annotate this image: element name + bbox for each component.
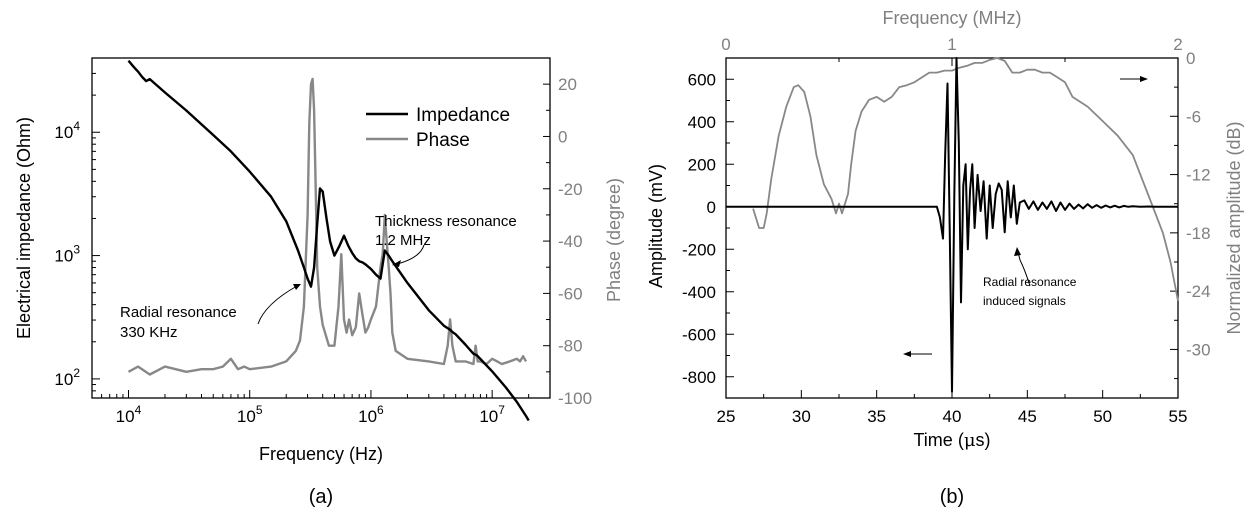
panel-a-legend: Impedance Phase [366,105,510,151]
annotation-thickness-arrowhead [392,260,401,267]
annotation-induced-arrow [1017,251,1031,287]
panel-b-top-axis-label: Frequency (MHz) [882,8,1021,28]
annotation-induced-line2: induced signals [983,294,1066,308]
y-left-tick-label: 102 [54,366,80,389]
y-left-tick-label: 103 [54,243,80,266]
annotation-radial-line2: 330 KHz [120,324,178,341]
annotation-radial-arrow [257,285,298,325]
panel-a-chart: 104 105 106 107 102 103 104 20 0 -20 -40 -60 -80 -1… [14,57,624,464]
panel-b-right-axis-label: Normalized amplitude (dB) [1224,121,1244,334]
y-right-tick-label: 0 [1186,49,1195,68]
y-right-tick-label: -60 [558,284,583,303]
annotation-induced-arrowhead [1014,247,1021,256]
x-tick-label: 105 [237,403,263,426]
annotation-thickness-line2: 1.2 MHz [375,232,431,249]
panel-b-left-axis-label: Amplitude (mV) [646,164,666,288]
annotation-radial-arrowhead [293,284,301,290]
x-top-tick-label: 0 [721,35,730,54]
y-right-tick-label: -18 [1186,224,1211,243]
y-left-tick-label: 200 [688,155,716,174]
panel-a-left-axis-label: Electrical impedance (Ohm) [14,117,34,339]
y-left-tick-label: -600 [682,325,716,344]
x-tick-label: 25 [717,407,736,426]
series-impedance-line [127,59,530,422]
y-right-tick-label: -24 [1186,282,1211,301]
panel-a-x-axis-label: Frequency (Hz) [259,444,383,464]
x-tick-label: 40 [943,407,962,426]
panel-a-plot-frame [91,57,551,399]
x-tick-label: 50 [1093,407,1112,426]
y-left-tick-label: -800 [682,368,716,387]
y-left-tick-label: 600 [688,70,716,89]
annotation-induced-line1: Radial resonance [983,275,1077,289]
x-top-tick-label: 1 [947,35,956,54]
legend-impedance-label: Impedance [416,105,510,126]
y-right-tick-label: -40 [558,232,583,251]
y-left-tick-label: -400 [682,283,716,302]
y-left-tick-label: 400 [688,113,716,132]
x-tick-label: 106 [358,403,384,426]
caption-b: (b) [940,486,964,508]
y-right-tick-label: -6 [1186,107,1201,126]
annotation-thickness-arrow [396,244,425,265]
series-amplitude-line [726,57,1178,393]
y-right-tick-label: -80 [558,337,583,356]
annotation-thickness-line1: Thickness resonance [375,213,517,230]
y-right-tick-label: -100 [558,389,592,408]
y-left-tick-label: 0 [707,198,716,217]
caption-a: (a) [309,486,333,508]
y-right-tick-label: -20 [558,180,583,199]
annotation-radial-induced: Radial resonance induced signals [983,247,1077,308]
x-tick-label: 35 [867,407,886,426]
x-tick-label: 45 [1018,407,1037,426]
x-top-tick-label: 2 [1173,35,1182,54]
right-axis-indicator-arrow [1120,76,1148,82]
x-tick-label: 104 [116,403,142,426]
y-right-tick-label: 0 [558,127,567,146]
panel-a-right-axis-label: Phase (degree) [604,178,624,302]
annotation-radial-resonance: Radial resonance 330 KHz [120,284,301,341]
y-right-tick-label: -12 [1186,166,1211,185]
x-tick-label: 30 [792,407,811,426]
panel-b-x-axis-label: Time (μs) [913,430,990,451]
x-tick-label: 55 [1169,407,1188,426]
x-tick-label: 107 [479,403,505,426]
left-axis-indicator-arrow [903,351,932,357]
y-left-tick-label: 104 [54,119,80,142]
y-right-tick-label: -30 [1186,340,1211,359]
legend-phase-label: Phase [416,130,470,151]
annotation-radial-line1: Radial resonance [120,304,237,321]
series-normalized-amplitude-line [752,57,1179,302]
y-right-tick-label: 20 [558,75,577,94]
y-left-tick-label: -200 [682,240,716,259]
annotation-thickness-resonance: Thickness resonance 1.2 MHz [375,213,517,267]
